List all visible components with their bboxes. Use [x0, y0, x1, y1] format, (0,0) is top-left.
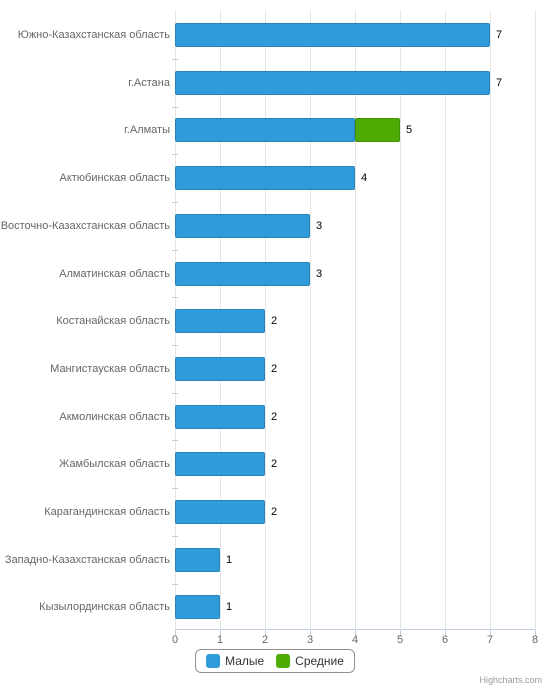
y-axis-label: Западно-Казахстанская область: [0, 554, 170, 566]
legend-label-medium: Средние: [295, 654, 344, 668]
y-axis-label: Мангистауская область: [0, 363, 170, 375]
x-tick-label: 5: [397, 634, 403, 646]
y-axis-labels: Южно-Казахстанская область г.Астана г.Алма…: [0, 10, 170, 630]
x-tick-label: 6: [442, 634, 448, 646]
bar-segment-small[interactable]: [175, 166, 355, 190]
stack-total-label: 4: [361, 172, 367, 184]
legend-item-medium[interactable]: Средние: [276, 654, 344, 668]
y-axis-label: Жамбылская область: [0, 458, 170, 470]
x-tick-label: 3: [307, 634, 313, 646]
chart-container: Южно-Казахстанская область г.Астана г.Алма…: [0, 0, 550, 687]
stack-total-label: 2: [271, 315, 277, 327]
y-axis-label: Актюбинская область: [0, 172, 170, 184]
y-axis-label: Кызылординская область: [0, 601, 170, 613]
grid-line: [355, 10, 356, 630]
y-axis-label: Южно-Казахстанская область: [0, 29, 170, 41]
bar-segment-small[interactable]: [175, 309, 265, 333]
bar-segment-small[interactable]: [175, 405, 265, 429]
grid-line: [265, 10, 266, 630]
y-tick-mark: [172, 107, 178, 108]
grid-line: [400, 10, 401, 630]
x-tick-label: 7: [487, 634, 493, 646]
legend-item-small[interactable]: Малые: [206, 654, 264, 668]
x-tick-label: 2: [262, 634, 268, 646]
grid-line: [310, 10, 311, 630]
grid-line: [445, 10, 446, 630]
bar-segment-small[interactable]: [175, 548, 220, 572]
y-axis-label: Карагандинская область: [0, 506, 170, 518]
y-tick-mark: [172, 488, 178, 489]
legend-swatch-small: [206, 654, 220, 668]
y-tick-mark: [172, 440, 178, 441]
y-tick-mark: [172, 584, 178, 585]
credits-link[interactable]: Highcharts.com: [479, 675, 542, 685]
x-tick-label: 8: [532, 634, 538, 646]
bar-segment-small[interactable]: [175, 262, 310, 286]
stack-total-label: 5: [406, 124, 412, 136]
y-tick-mark: [172, 154, 178, 155]
stack-total-label: 2: [271, 506, 277, 518]
stack-total-label: 2: [271, 363, 277, 375]
y-tick-mark: [172, 59, 178, 60]
x-tick-label: 4: [352, 634, 358, 646]
y-tick-mark: [172, 393, 178, 394]
bar-segment-small[interactable]: [175, 71, 490, 95]
bar-segment-small[interactable]: [175, 595, 220, 619]
bar-segment-medium[interactable]: [355, 118, 400, 142]
y-axis-label: Восточно-Казахстанская область: [0, 220, 170, 232]
y-tick-mark: [172, 297, 178, 298]
stack-total-label: 1: [226, 601, 232, 613]
y-tick-mark: [172, 345, 178, 346]
grid-line: [535, 10, 536, 630]
stack-total-label: 2: [271, 458, 277, 470]
legend: Малые Средние: [195, 649, 355, 673]
y-axis-label: г.Алматы: [0, 124, 170, 136]
y-axis-label: Акмолинская область: [0, 411, 170, 423]
legend-label-small: Малые: [225, 654, 264, 668]
plot-area: 7 7 5 4 3 3 2 2 2 2 2 1 1: [175, 10, 535, 630]
x-axis-labels: 0 1 2 3 4 5 6 7 8: [175, 630, 535, 650]
stack-total-label: 7: [496, 29, 502, 41]
legend-swatch-medium: [276, 654, 290, 668]
stack-total-label: 1: [226, 554, 232, 566]
x-tick-label: 1: [217, 634, 223, 646]
y-tick-mark: [172, 250, 178, 251]
y-axis-label: Костанайская область: [0, 315, 170, 327]
stack-total-label: 2: [271, 411, 277, 423]
bar-segment-small[interactable]: [175, 118, 355, 142]
y-axis-label: г.Астана: [0, 77, 170, 89]
grid-line: [490, 10, 491, 630]
y-tick-mark: [172, 202, 178, 203]
y-axis-label: Алматинская область: [0, 268, 170, 280]
x-tick-label: 0: [172, 634, 178, 646]
bar-segment-small[interactable]: [175, 214, 310, 238]
bar-segment-small[interactable]: [175, 452, 265, 476]
stack-total-label: 3: [316, 220, 322, 232]
bar-segment-small[interactable]: [175, 23, 490, 47]
stack-total-label: 3: [316, 268, 322, 280]
stack-total-label: 7: [496, 77, 502, 89]
y-tick-mark: [172, 536, 178, 537]
bar-segment-small[interactable]: [175, 357, 265, 381]
bar-segment-small[interactable]: [175, 500, 265, 524]
